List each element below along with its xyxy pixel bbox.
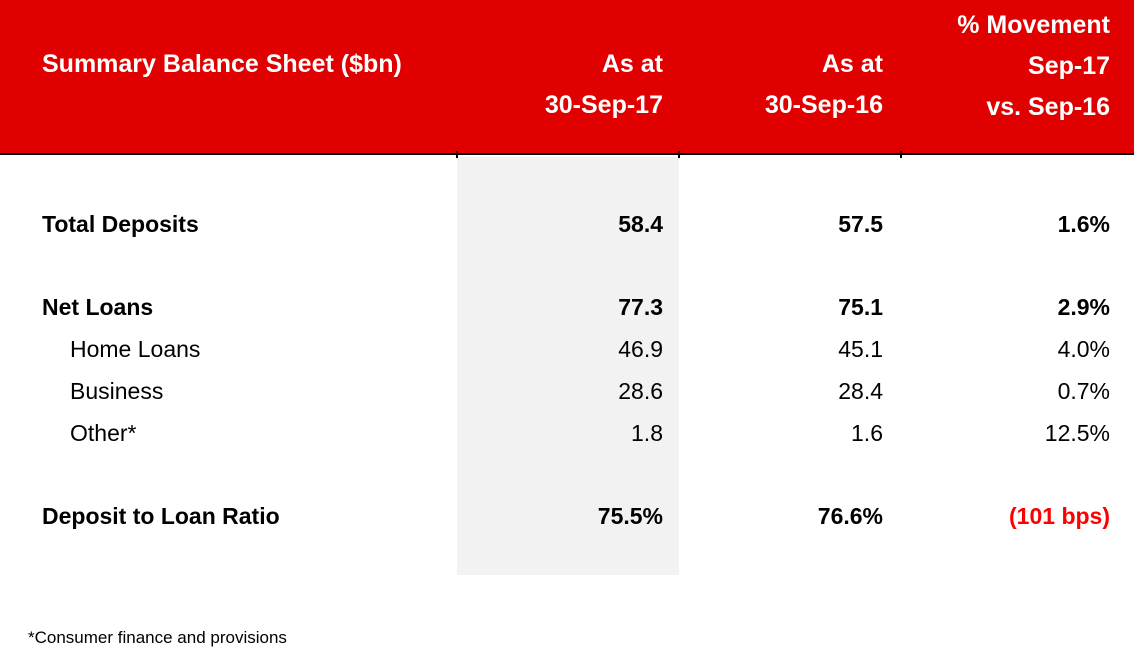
row-label: Deposit to Loan Ratio bbox=[42, 502, 280, 529]
column-header-sep16-line1: As at bbox=[821, 50, 883, 78]
column-boundary-tick bbox=[900, 151, 902, 158]
column-header-movement: % Movement Sep-17 vs. Sep-16 bbox=[900, 0, 1134, 153]
column-header-movement-line3: vs. Sep-16 bbox=[986, 93, 1110, 121]
row-label: Net Loans bbox=[42, 293, 154, 320]
column-header-sep17-line1: As at bbox=[601, 50, 663, 78]
table-row-net-loans: Net Loans 77.3 75.1 2.9% bbox=[0, 286, 1134, 328]
value-sep16: 57.5 bbox=[838, 210, 883, 237]
column-header-sep16: As at 30-Sep-16 bbox=[679, 0, 900, 153]
table-row-total-deposits: Total Deposits 58.4 57.5 1.6% bbox=[0, 203, 1134, 245]
column-header-sep17-line2: 30-Sep-17 bbox=[544, 91, 663, 119]
table-title: Summary Balance Sheet ($bn) bbox=[42, 50, 402, 78]
column-header-sep16-line2: 30-Sep-16 bbox=[764, 91, 883, 119]
value-movement: 12.5% bbox=[1044, 419, 1110, 446]
value-sep16: 28.4 bbox=[838, 377, 883, 404]
value-sep17: 28.6 bbox=[618, 377, 663, 404]
value-sep16: 76.6% bbox=[817, 502, 883, 529]
value-sep17: 77.3 bbox=[618, 293, 663, 320]
value-sep17: 75.5% bbox=[597, 502, 663, 529]
value-movement: 2.9% bbox=[1057, 293, 1110, 320]
table-row-home-loans: Home Loans 46.9 45.1 4.0% bbox=[0, 328, 1134, 370]
row-label: Home Loans bbox=[70, 335, 201, 362]
column-header-sep17: As at 30-Sep-17 bbox=[457, 0, 679, 153]
value-sep17: 46.9 bbox=[618, 335, 663, 362]
row-label: Other* bbox=[70, 419, 137, 446]
table-row-business: Business 28.6 28.4 0.7% bbox=[0, 370, 1134, 412]
table-row-other: Other* 1.8 1.6 12.5% bbox=[0, 412, 1134, 454]
column-header-movement-line1: % Movement bbox=[957, 11, 1110, 39]
row-label: Total Deposits bbox=[42, 210, 199, 237]
column-boundary-tick bbox=[678, 151, 680, 158]
value-movement: 0.7% bbox=[1057, 377, 1110, 404]
column-header-movement-line2: Sep-17 bbox=[1028, 52, 1110, 80]
value-sep16: 1.6 bbox=[851, 419, 883, 446]
value-sep17: 58.4 bbox=[618, 210, 663, 237]
table-body: Total Deposits 58.4 57.5 1.6% Net Loans … bbox=[0, 157, 1134, 537]
value-movement: 1.6% bbox=[1057, 210, 1110, 237]
column-boundary-tick bbox=[456, 151, 458, 158]
value-movement-negative: (101 bps) bbox=[1009, 502, 1110, 529]
sep17-column-highlight bbox=[457, 157, 679, 575]
value-sep16: 75.1 bbox=[838, 293, 883, 320]
row-label: Business bbox=[70, 377, 164, 404]
table-row-deposit-to-loan-ratio: Deposit to Loan Ratio 75.5% 76.6% (101 b… bbox=[0, 495, 1134, 537]
value-sep17: 1.8 bbox=[631, 419, 663, 446]
value-movement: 4.0% bbox=[1057, 335, 1110, 362]
footnote: *Consumer finance and provisions bbox=[28, 628, 287, 647]
table-header: Summary Balance Sheet ($bn) As at 30-Sep… bbox=[0, 0, 1134, 155]
value-sep16: 45.1 bbox=[838, 335, 883, 362]
